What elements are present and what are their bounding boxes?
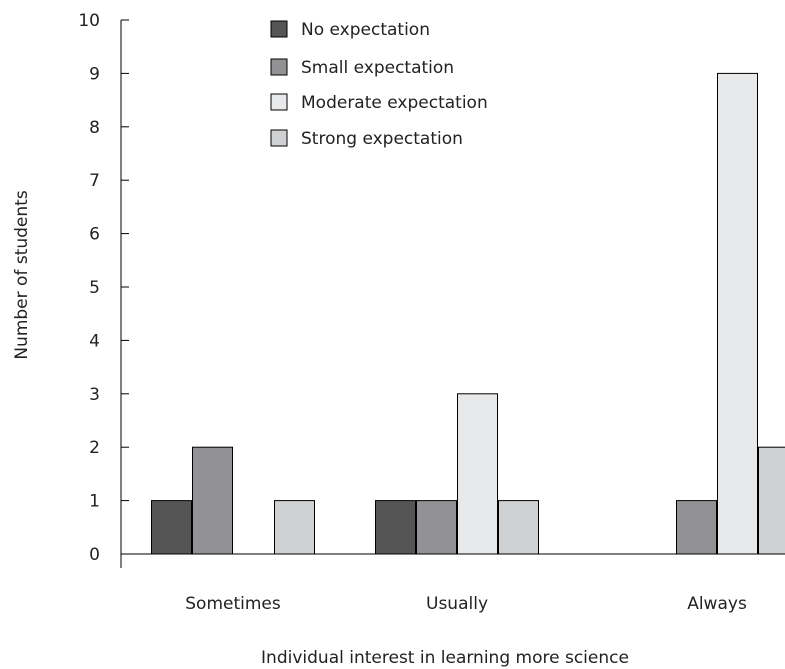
- y-tick-label: 0: [89, 545, 100, 565]
- legend-label-moderate-expectation: Moderate expectation: [301, 93, 488, 113]
- legend: No expectation Small expectation Moderate …: [270, 20, 488, 149]
- bar-strong-expectation-always: [758, 446, 785, 555]
- y-tick-label: 1: [89, 492, 100, 512]
- bars: [151, 72, 785, 555]
- y-tick-label: 4: [89, 331, 100, 351]
- y-axis: 0 1 2 3 4 5 6 7 8 9 10: [78, 11, 129, 568]
- bar-small-expectation-sometimes: [192, 446, 233, 555]
- legend-label-strong-expectation: Strong expectation: [301, 129, 463, 149]
- bar-no-expectation-sometimes: [151, 500, 192, 555]
- y-tick-label: 5: [89, 278, 100, 298]
- x-tick-label: Always: [687, 594, 747, 614]
- legend-label-small-expectation: Small expectation: [301, 58, 454, 78]
- bar-small-expectation-always: [676, 500, 717, 555]
- y-tick-label: 6: [89, 225, 100, 245]
- y-tick-label: 2: [89, 438, 100, 458]
- bar-moderate-expectation-usually: [457, 393, 498, 555]
- y-tick-label: 10: [78, 11, 100, 31]
- legend-swatch-strong-expectation: [270, 129, 288, 147]
- legend-swatch-small-expectation: [270, 58, 288, 76]
- bar-small-expectation-usually: [416, 500, 457, 555]
- y-tick-label: 9: [89, 64, 100, 84]
- x-axis: Sometimes Usually Always: [121, 553, 782, 614]
- y-axis-title: Number of students: [12, 190, 32, 359]
- x-tick-label: Usually: [426, 594, 488, 614]
- legend-swatch-moderate-expectation: [270, 93, 288, 111]
- x-tick-label: Sometimes: [185, 594, 281, 614]
- x-axis-title: Individual interest in learning more sci…: [261, 648, 629, 668]
- y-tick-label: 8: [89, 118, 100, 138]
- bar-strong-expectation-usually: [498, 500, 539, 555]
- legend-swatch-no-expectation: [270, 20, 288, 38]
- y-tick-label: 7: [89, 171, 100, 191]
- y-tick-label: 3: [89, 385, 100, 405]
- bar-strong-expectation-sometimes: [274, 500, 315, 555]
- bar-moderate-expectation-always: [717, 72, 758, 555]
- bar-no-expectation-usually: [375, 500, 416, 555]
- legend-label-no-expectation: No expectation: [301, 20, 430, 40]
